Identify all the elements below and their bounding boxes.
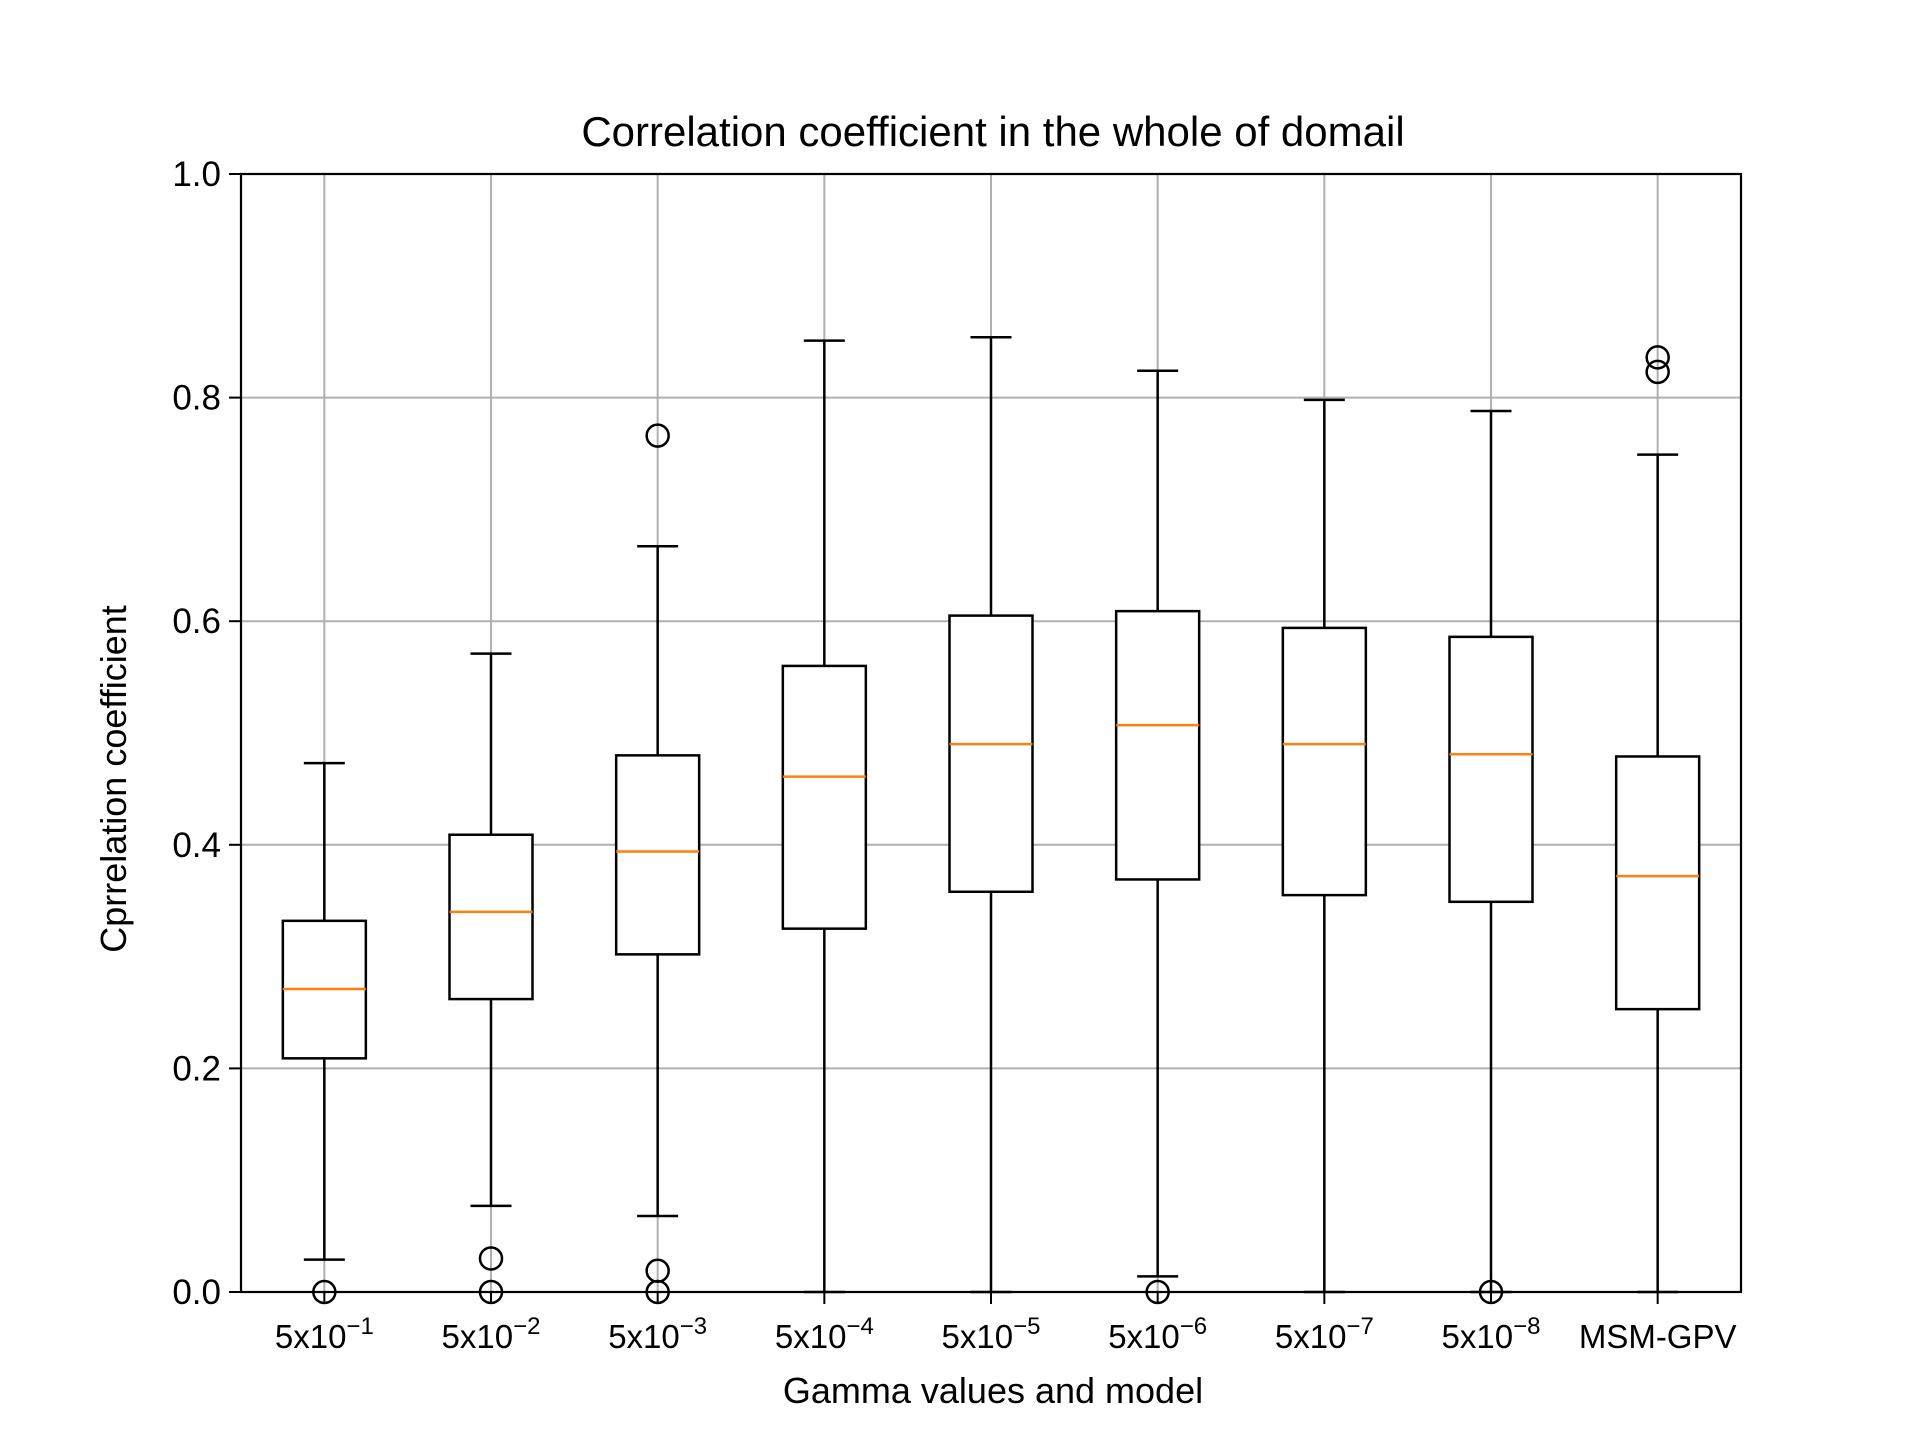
x-tick-label: 5x10−6 (1108, 1313, 1207, 1355)
x-tick-label: 5x10−8 (1442, 1313, 1541, 1355)
iqr-box (1281, 626, 1368, 897)
box-group (614, 423, 701, 1305)
iqr-box (1114, 609, 1201, 881)
y-tick-label: 0.2 (172, 1049, 221, 1088)
x-axis-label: Gamma values and model (783, 1370, 1203, 1411)
outlier-point (645, 423, 670, 448)
y-axis-ticks: 0.0 0.2 0.4 0.6 0.8 1.0 (172, 155, 241, 1312)
x-tick-label: 5x10−3 (608, 1313, 707, 1355)
outlier-point (1645, 359, 1670, 385)
y-tick-label: 0.6 (172, 602, 221, 641)
boxes-layer (281, 335, 1701, 1305)
iqr-box (1448, 635, 1534, 904)
iqr-box (948, 614, 1034, 894)
box-group (1114, 369, 1201, 1305)
outlier-point (1645, 345, 1670, 370)
y-tick-label: 0.8 (172, 379, 221, 418)
y-tick-label: 0.4 (172, 826, 221, 865)
y-axis-label: Cprrelation coefficient (93, 605, 134, 953)
box-group (948, 335, 1034, 1294)
outlier-point (478, 1246, 504, 1271)
x-tick-label: 5x10−4 (775, 1313, 874, 1355)
x-tick-label: 5x10−1 (275, 1313, 374, 1355)
box-group (1281, 398, 1368, 1294)
iqr-box (781, 664, 868, 930)
box-group (1614, 345, 1701, 1294)
y-tick-label: 0.0 (172, 1273, 221, 1312)
iqr-box (1614, 755, 1701, 1011)
outlier-point (645, 1258, 670, 1284)
box-group (448, 652, 534, 1305)
chart-title: Correlation coefficient in the whole of … (581, 108, 1404, 155)
x-tick-label: 5x10−2 (442, 1313, 541, 1355)
box-group (781, 339, 868, 1294)
iqr-box (614, 754, 701, 956)
x-tick-label: 5x10−7 (1275, 1313, 1374, 1355)
y-tick-label: 1.0 (172, 155, 221, 194)
iqr-box (448, 833, 534, 1001)
x-tick-label: 5x10−5 (942, 1313, 1041, 1355)
x-axis-ticks: 5x10−1 5x10−2 5x10−3 5x10−4 5x10−5 5x10−6 5x10… (275, 1292, 1737, 1355)
box-group (281, 761, 368, 1305)
x-tick-label: MSM-GPV (1579, 1318, 1737, 1355)
